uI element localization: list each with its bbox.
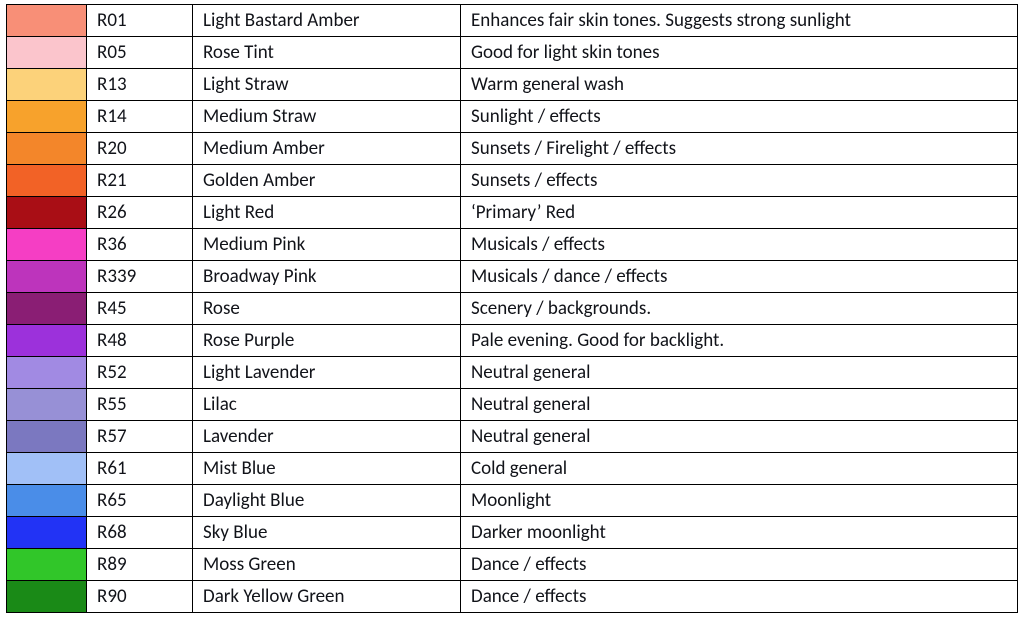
gel-name: Rose Tint bbox=[193, 37, 461, 69]
gel-description: Neutral general bbox=[461, 357, 1018, 389]
gel-code: R89 bbox=[87, 549, 193, 581]
gel-code: R61 bbox=[87, 453, 193, 485]
gel-code: R05 bbox=[87, 37, 193, 69]
table-row: R01Light Bastard AmberEnhances fair skin… bbox=[7, 5, 1018, 37]
gel-name: Dark Yellow Green bbox=[193, 581, 461, 613]
gel-code: R45 bbox=[87, 293, 193, 325]
color-swatch bbox=[7, 165, 87, 197]
color-swatch bbox=[7, 261, 87, 293]
table-row: R55LilacNeutral general bbox=[7, 389, 1018, 421]
table-row: R20Medium AmberSunsets / Firelight / eff… bbox=[7, 133, 1018, 165]
gel-name: Moss Green bbox=[193, 549, 461, 581]
color-swatch bbox=[7, 357, 87, 389]
color-swatch bbox=[7, 5, 87, 37]
gel-name: Rose bbox=[193, 293, 461, 325]
gel-name: Lilac bbox=[193, 389, 461, 421]
table-row: R14Medium StrawSunlight / effects bbox=[7, 101, 1018, 133]
gel-name: Medium Pink bbox=[193, 229, 461, 261]
gel-description: Enhances fair skin tones. Suggests stron… bbox=[461, 5, 1018, 37]
gel-code: R65 bbox=[87, 485, 193, 517]
gel-code: R55 bbox=[87, 389, 193, 421]
gel-code: R26 bbox=[87, 197, 193, 229]
gel-code: R01 bbox=[87, 5, 193, 37]
gel-name: Golden Amber bbox=[193, 165, 461, 197]
gel-description: Musicals / effects bbox=[461, 229, 1018, 261]
gel-description: Sunsets / effects bbox=[461, 165, 1018, 197]
gel-name: Light Bastard Amber bbox=[193, 5, 461, 37]
table-row: R45RoseScenery / backgrounds. bbox=[7, 293, 1018, 325]
gel-name: Light Lavender bbox=[193, 357, 461, 389]
color-swatch bbox=[7, 389, 87, 421]
color-swatch bbox=[7, 101, 87, 133]
table-row: R89Moss GreenDance / effects bbox=[7, 549, 1018, 581]
gel-description: Darker moonlight bbox=[461, 517, 1018, 549]
gel-code: R14 bbox=[87, 101, 193, 133]
gel-description: Sunsets / Firelight / effects bbox=[461, 133, 1018, 165]
gel-name: Mist Blue bbox=[193, 453, 461, 485]
table-row: R57LavenderNeutral general bbox=[7, 421, 1018, 453]
color-swatch bbox=[7, 229, 87, 261]
table-row: R05Rose TintGood for light skin tones bbox=[7, 37, 1018, 69]
gel-code: R21 bbox=[87, 165, 193, 197]
gel-description: Sunlight / effects bbox=[461, 101, 1018, 133]
gel-description: ‘Primary’ Red bbox=[461, 197, 1018, 229]
gel-name: Rose Purple bbox=[193, 325, 461, 357]
gel-name: Broadway Pink bbox=[193, 261, 461, 293]
color-swatch bbox=[7, 293, 87, 325]
table-row: R339Broadway PinkMusicals / dance / effe… bbox=[7, 261, 1018, 293]
gel-color-table: R01Light Bastard AmberEnhances fair skin… bbox=[6, 4, 1018, 613]
color-swatch bbox=[7, 325, 87, 357]
gel-name: Lavender bbox=[193, 421, 461, 453]
gel-description: Pale evening. Good for backlight. bbox=[461, 325, 1018, 357]
gel-name: Daylight Blue bbox=[193, 485, 461, 517]
gel-description: Musicals / dance / effects bbox=[461, 261, 1018, 293]
table-row: R26Light Red‘Primary’ Red bbox=[7, 197, 1018, 229]
color-swatch bbox=[7, 453, 87, 485]
gel-description: Cold general bbox=[461, 453, 1018, 485]
color-swatch bbox=[7, 197, 87, 229]
gel-description: Dance / effects bbox=[461, 549, 1018, 581]
gel-name: Medium Straw bbox=[193, 101, 461, 133]
gel-code: R57 bbox=[87, 421, 193, 453]
color-swatch bbox=[7, 549, 87, 581]
color-swatch bbox=[7, 37, 87, 69]
table-row: R13Light StrawWarm general wash bbox=[7, 69, 1018, 101]
gel-name: Sky Blue bbox=[193, 517, 461, 549]
gel-code: R36 bbox=[87, 229, 193, 261]
gel-code: R339 bbox=[87, 261, 193, 293]
color-swatch bbox=[7, 581, 87, 613]
table-row: R48Rose PurplePale evening. Good for bac… bbox=[7, 325, 1018, 357]
gel-description: Warm general wash bbox=[461, 69, 1018, 101]
gel-description: Scenery / backgrounds. bbox=[461, 293, 1018, 325]
gel-name: Medium Amber bbox=[193, 133, 461, 165]
color-swatch bbox=[7, 421, 87, 453]
color-swatch bbox=[7, 485, 87, 517]
table-row: R61Mist BlueCold general bbox=[7, 453, 1018, 485]
color-swatch bbox=[7, 133, 87, 165]
table-row: R36Medium PinkMusicals / effects bbox=[7, 229, 1018, 261]
gel-name: Light Red bbox=[193, 197, 461, 229]
color-swatch bbox=[7, 517, 87, 549]
gel-description: Moonlight bbox=[461, 485, 1018, 517]
gel-code: R20 bbox=[87, 133, 193, 165]
gel-code: R52 bbox=[87, 357, 193, 389]
gel-description: Dance / effects bbox=[461, 581, 1018, 613]
gel-code: R13 bbox=[87, 69, 193, 101]
gel-color-table-body: R01Light Bastard AmberEnhances fair skin… bbox=[7, 5, 1018, 613]
table-row: R21Golden AmberSunsets / effects bbox=[7, 165, 1018, 197]
gel-code: R48 bbox=[87, 325, 193, 357]
table-row: R68Sky BlueDarker moonlight bbox=[7, 517, 1018, 549]
gel-description: Neutral general bbox=[461, 389, 1018, 421]
gel-description: Good for light skin tones bbox=[461, 37, 1018, 69]
table-row: R65Daylight BlueMoonlight bbox=[7, 485, 1018, 517]
table-row: R90Dark Yellow GreenDance / effects bbox=[7, 581, 1018, 613]
color-swatch bbox=[7, 69, 87, 101]
table-row: R52Light LavenderNeutral general bbox=[7, 357, 1018, 389]
gel-code: R68 bbox=[87, 517, 193, 549]
gel-description: Neutral general bbox=[461, 421, 1018, 453]
gel-name: Light Straw bbox=[193, 69, 461, 101]
gel-code: R90 bbox=[87, 581, 193, 613]
